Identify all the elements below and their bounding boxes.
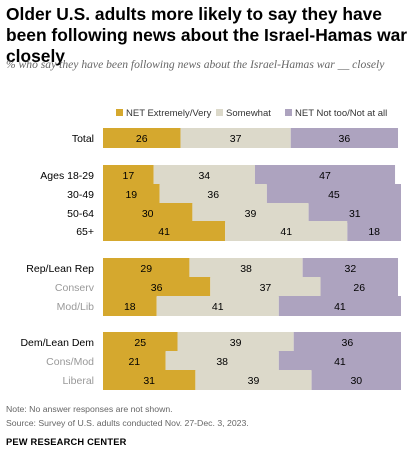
data-label: 36	[339, 133, 351, 145]
bar-segment	[308, 203, 401, 223]
category-label: Liberal	[62, 375, 94, 387]
data-label: 41	[334, 301, 346, 313]
bar-segment	[225, 221, 348, 241]
data-label: 37	[260, 282, 272, 294]
data-label: 21	[128, 356, 140, 368]
bar-segment	[103, 296, 157, 316]
category-label: Conserv	[55, 282, 95, 294]
bar-segment	[290, 128, 399, 148]
data-label: 26	[353, 282, 365, 294]
legend-swatch	[216, 109, 223, 116]
category-label: Dem/Lean Dem	[20, 337, 94, 349]
bar-segment	[254, 165, 396, 185]
data-label: 29	[140, 263, 152, 275]
bar-segment	[165, 351, 279, 371]
bar-segment	[177, 332, 294, 352]
legend-swatch	[116, 109, 123, 116]
bar-segment	[320, 277, 399, 297]
bar-segment	[103, 165, 154, 185]
bar-segment	[189, 258, 303, 278]
data-label: 31	[349, 208, 361, 220]
data-label: 36	[151, 282, 163, 294]
bar-segment	[103, 277, 211, 297]
data-label: 26	[136, 133, 148, 145]
bar-segment	[278, 296, 401, 316]
bar-segment	[302, 258, 399, 278]
legend-label: Somewhat	[226, 108, 271, 119]
data-label: 30	[142, 208, 154, 220]
chart-source: Source: Survey of U.S. adults conducted …	[6, 418, 249, 428]
bar-segment	[153, 165, 255, 185]
data-label: 41	[158, 226, 170, 238]
bar-segment	[103, 128, 181, 148]
data-label: 34	[198, 170, 210, 182]
data-label: 30	[350, 375, 362, 387]
chart-subtitle: % who say they have been following news …	[6, 58, 385, 71]
bar-segment	[278, 351, 401, 371]
data-label: 37	[230, 133, 242, 145]
bar-segment	[210, 277, 321, 297]
data-label: 31	[143, 375, 155, 387]
bar-segment	[103, 203, 193, 223]
category-label: Ages 18-29	[40, 170, 94, 182]
bar-segment	[103, 184, 160, 204]
data-label: 41	[212, 301, 224, 313]
chart-note: Note: No answer responses are not shown.	[6, 404, 173, 414]
bar-segment	[156, 296, 279, 316]
bar-segment	[347, 221, 401, 241]
bar-segment	[192, 203, 309, 223]
data-label: 38	[240, 263, 252, 275]
category-label: 50-64	[67, 208, 94, 220]
bar-segment	[311, 370, 401, 390]
organization-name: PEW RESEARCH CENTER	[6, 437, 127, 447]
bar-segment	[103, 258, 190, 278]
legend-label: NET Not too/Not at all	[295, 108, 387, 119]
data-label: 19	[125, 189, 137, 201]
bar-segment	[266, 184, 401, 204]
bar-segment	[103, 370, 196, 390]
data-label: 18	[368, 226, 380, 238]
bar-segment	[293, 332, 401, 352]
data-label: 47	[319, 170, 331, 182]
data-label: 41	[334, 356, 346, 368]
data-label: 17	[122, 170, 134, 182]
bar-segment	[195, 370, 312, 390]
bar-segment	[103, 332, 178, 352]
category-label: 30-49	[67, 189, 94, 201]
category-label: 65+	[76, 226, 94, 238]
data-label: 32	[344, 263, 356, 275]
data-label: 39	[248, 375, 260, 387]
data-label: 25	[134, 337, 146, 349]
data-label: 18	[124, 301, 136, 313]
legend-label: NET Extremely/Very	[126, 108, 212, 119]
bar-segment	[180, 128, 291, 148]
stacked-bar-chart: NET Extremely/Very Somewhat NET Not too/No…	[20, 108, 401, 390]
data-label: 39	[245, 208, 257, 220]
bar-segment	[159, 184, 267, 204]
data-label: 38	[216, 356, 228, 368]
category-label: Cons/Mod	[46, 356, 94, 368]
data-label: 45	[328, 189, 340, 201]
data-label: 36	[207, 189, 219, 201]
bar-segment	[103, 351, 166, 371]
data-label: 39	[230, 337, 242, 349]
bar-segment	[103, 221, 226, 241]
legend-swatch	[285, 109, 292, 116]
data-label: 41	[280, 226, 292, 238]
category-label: Total	[72, 133, 94, 145]
category-label: Mod/Lib	[57, 301, 95, 313]
chart-title: Older U.S. adults more likely to say the…	[6, 4, 408, 66]
category-label: Rep/Lean Rep	[26, 263, 94, 275]
data-label: 36	[342, 337, 354, 349]
